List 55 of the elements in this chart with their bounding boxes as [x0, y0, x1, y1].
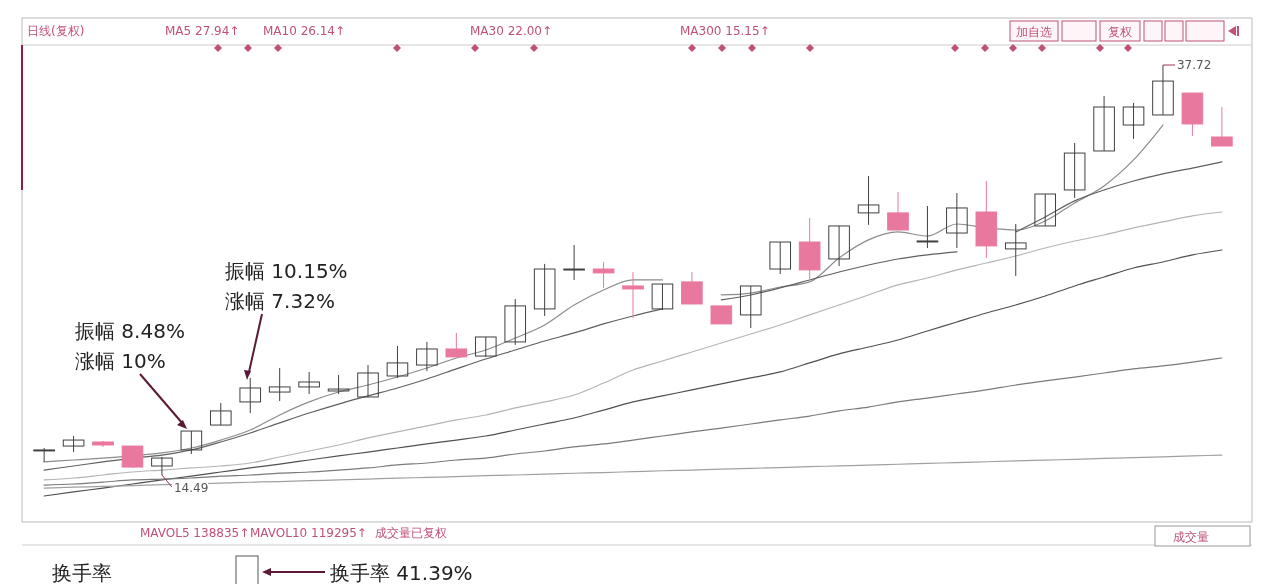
candlestick [268, 367, 291, 402]
candlestick [445, 332, 468, 358]
candlestick [533, 263, 556, 317]
annotation: 涨幅 10% [75, 349, 166, 373]
annotation: 振幅 8.48% [75, 319, 185, 343]
candlestick [357, 364, 379, 398]
candlestick [386, 345, 409, 379]
candlestick [857, 175, 880, 226]
candlestick [563, 244, 585, 281]
candlestick [1093, 95, 1115, 152]
candlestick [1063, 142, 1086, 199]
candlestick [769, 241, 792, 275]
candlestick [828, 225, 850, 267]
annotation: 37.72 [1176, 58, 1212, 72]
candlestick [651, 283, 674, 311]
candlestick [946, 192, 968, 249]
candlestick [739, 285, 762, 329]
candlestick [887, 191, 909, 231]
text: 成交量已复权 [375, 526, 447, 540]
candlestick [298, 371, 320, 395]
text: 复权 [1108, 25, 1132, 39]
candlestick [622, 271, 644, 319]
annotation: 振幅 10.15% [225, 259, 348, 283]
text: 换手率 41.39% [330, 561, 473, 584]
text: MA10 26.14↑ [263, 24, 346, 38]
candlestick [592, 261, 615, 289]
candlestick [1211, 106, 1233, 147]
candlestick [1152, 64, 1174, 116]
candlestick [1034, 193, 1057, 227]
candlestick [180, 430, 203, 455]
candlestick [916, 205, 939, 249]
text: 成交量 [1173, 530, 1209, 544]
candlestick [239, 377, 262, 414]
candlestick [504, 298, 527, 346]
annotation: 涨幅 7.32% [225, 289, 335, 313]
candlestick [474, 336, 497, 358]
text: 换手率 [52, 561, 112, 584]
text: MAVOL10 119295↑ [250, 526, 367, 540]
candlestick [710, 305, 733, 325]
text: 14.49 [173, 481, 209, 495]
candlestick [151, 456, 173, 476]
text: MA300 15.15↑ [680, 24, 770, 38]
candlestick [121, 445, 144, 469]
text: MA30 22.00↑ [470, 24, 553, 38]
candlestick [416, 341, 438, 372]
candlestick [33, 447, 55, 463]
text: 加自选 [1016, 25, 1052, 39]
text: MAVOL5 138835↑ [140, 526, 250, 540]
text: MA5 27.94↑ [165, 24, 240, 38]
candlestick [327, 374, 350, 395]
candlestick [1004, 223, 1027, 277]
candlestick [1122, 102, 1145, 140]
text: 日线(复权) [27, 24, 85, 38]
candlestick [681, 271, 703, 305]
candlestick [209, 402, 232, 426]
